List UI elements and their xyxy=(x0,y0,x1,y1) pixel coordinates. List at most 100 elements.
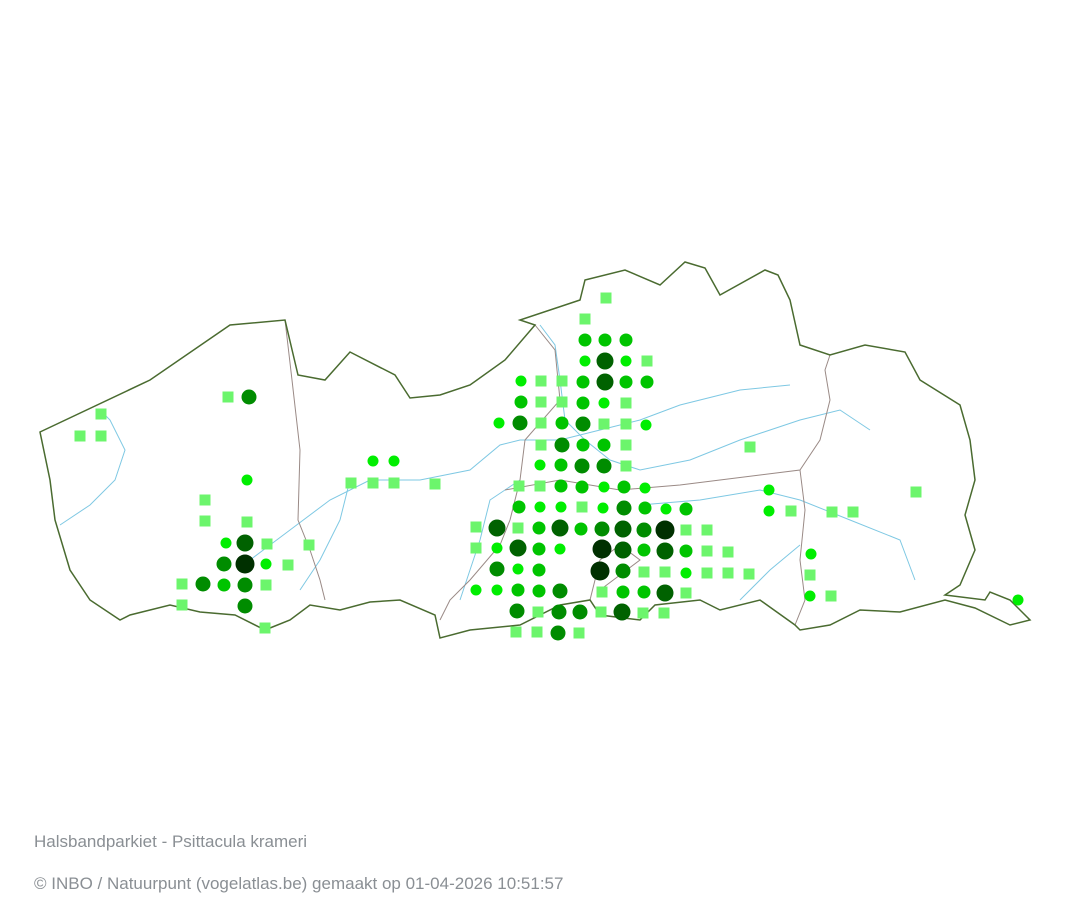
square-marker xyxy=(259,622,271,634)
river xyxy=(299,479,351,591)
abundance-marker-level-4 xyxy=(614,541,632,559)
abundance-marker-level-1 xyxy=(640,419,652,431)
square-marker xyxy=(620,418,632,430)
abundance-marker-level-2 xyxy=(637,543,651,557)
province-borders xyxy=(284,319,831,626)
abundance-marker-level-2 xyxy=(637,585,651,599)
abundance-marker-level-3 xyxy=(574,458,590,474)
credit-text: © INBO / Natuurpunt (vogelatlas.be) gema… xyxy=(34,874,564,893)
observation-markers xyxy=(74,292,1024,641)
abundance-marker-level-2 xyxy=(576,396,590,410)
square-marker xyxy=(510,626,522,638)
abundance-marker-level-3 xyxy=(241,389,257,405)
abundance-marker-level-2 xyxy=(619,375,633,389)
abundance-marker-level-1 xyxy=(260,558,272,570)
abundance-marker-level-1 xyxy=(1012,594,1024,606)
abundance-marker-level-4 xyxy=(596,373,614,391)
abundance-marker-level-4 xyxy=(551,519,569,537)
square-marker xyxy=(744,441,756,453)
square-marker xyxy=(598,418,610,430)
abundance-marker-level-5 xyxy=(655,520,675,540)
abundance-marker-level-1 xyxy=(512,563,524,575)
abundance-marker-level-2 xyxy=(679,544,693,558)
square-marker xyxy=(95,430,107,442)
abundance-marker-level-4 xyxy=(613,603,631,621)
species-title: Halsbandparkiet - Psittacula krameri xyxy=(34,832,308,851)
abundance-marker-level-1 xyxy=(680,567,692,579)
square-marker xyxy=(847,506,859,518)
abundance-marker-level-1 xyxy=(639,482,651,494)
abundance-marker-level-1 xyxy=(598,397,610,409)
square-marker xyxy=(556,375,568,387)
square-marker xyxy=(910,486,922,498)
abundance-marker-level-3 xyxy=(216,556,232,572)
abundance-marker-level-3 xyxy=(195,576,211,592)
square-marker xyxy=(701,545,713,557)
abundance-marker-level-4 xyxy=(614,520,632,538)
square-marker xyxy=(620,397,632,409)
square-marker xyxy=(367,477,379,489)
abundance-marker-level-2 xyxy=(617,480,631,494)
abundance-marker-level-2 xyxy=(554,479,568,493)
abundance-marker-level-1 xyxy=(491,542,503,554)
abundance-marker-level-1 xyxy=(491,584,503,596)
square-marker xyxy=(576,501,588,513)
abundance-marker-level-1 xyxy=(367,455,379,467)
square-marker xyxy=(556,396,568,408)
abundance-marker-level-3 xyxy=(509,603,525,619)
abundance-marker-level-1 xyxy=(597,502,609,514)
abundance-marker-level-2 xyxy=(575,480,589,494)
abundance-marker-level-1 xyxy=(660,503,672,515)
square-marker xyxy=(199,515,211,527)
square-marker xyxy=(388,477,400,489)
abundance-marker-level-3 xyxy=(489,561,505,577)
river xyxy=(459,479,521,601)
abundance-marker-level-3 xyxy=(615,563,631,579)
square-marker xyxy=(470,542,482,554)
abundance-marker-level-2 xyxy=(532,521,546,535)
square-marker xyxy=(701,567,713,579)
abundance-marker-level-2 xyxy=(640,375,654,389)
river xyxy=(739,544,801,601)
abundance-marker-level-2 xyxy=(574,522,588,536)
square-marker xyxy=(429,478,441,490)
abundance-marker-level-3 xyxy=(552,583,568,599)
square-marker xyxy=(95,408,107,420)
square-marker xyxy=(535,396,547,408)
river xyxy=(639,489,916,581)
abundance-marker-level-1 xyxy=(515,375,527,387)
square-marker xyxy=(303,539,315,551)
abundance-marker-level-5 xyxy=(590,561,610,581)
square-marker xyxy=(641,355,653,367)
abundance-marker-level-1 xyxy=(554,543,566,555)
abundance-marker-level-2 xyxy=(554,458,568,472)
square-marker xyxy=(534,480,546,492)
abundance-marker-level-2 xyxy=(679,502,693,516)
abundance-marker-level-1 xyxy=(534,459,546,471)
abundance-marker-level-2 xyxy=(532,584,546,598)
square-marker xyxy=(535,417,547,429)
square-marker xyxy=(579,313,591,325)
abundance-marker-level-2 xyxy=(532,563,546,577)
rivers xyxy=(59,324,916,601)
square-marker xyxy=(241,516,253,528)
abundance-marker-level-1 xyxy=(763,505,775,517)
river xyxy=(59,409,126,526)
square-marker xyxy=(620,439,632,451)
square-marker xyxy=(176,578,188,590)
abundance-marker-level-2 xyxy=(514,395,528,409)
square-marker xyxy=(74,430,86,442)
square-marker xyxy=(199,494,211,506)
square-marker xyxy=(512,522,524,534)
abundance-marker-level-2 xyxy=(576,438,590,452)
province-border xyxy=(284,319,326,601)
abundance-marker-level-5 xyxy=(592,539,612,559)
abundance-marker-level-2 xyxy=(638,501,652,515)
square-marker xyxy=(701,524,713,536)
abundance-marker-level-3 xyxy=(596,458,612,474)
square-marker xyxy=(532,606,544,618)
square-marker xyxy=(222,391,234,403)
square-marker xyxy=(722,567,734,579)
square-marker xyxy=(658,607,670,619)
square-marker xyxy=(600,292,612,304)
